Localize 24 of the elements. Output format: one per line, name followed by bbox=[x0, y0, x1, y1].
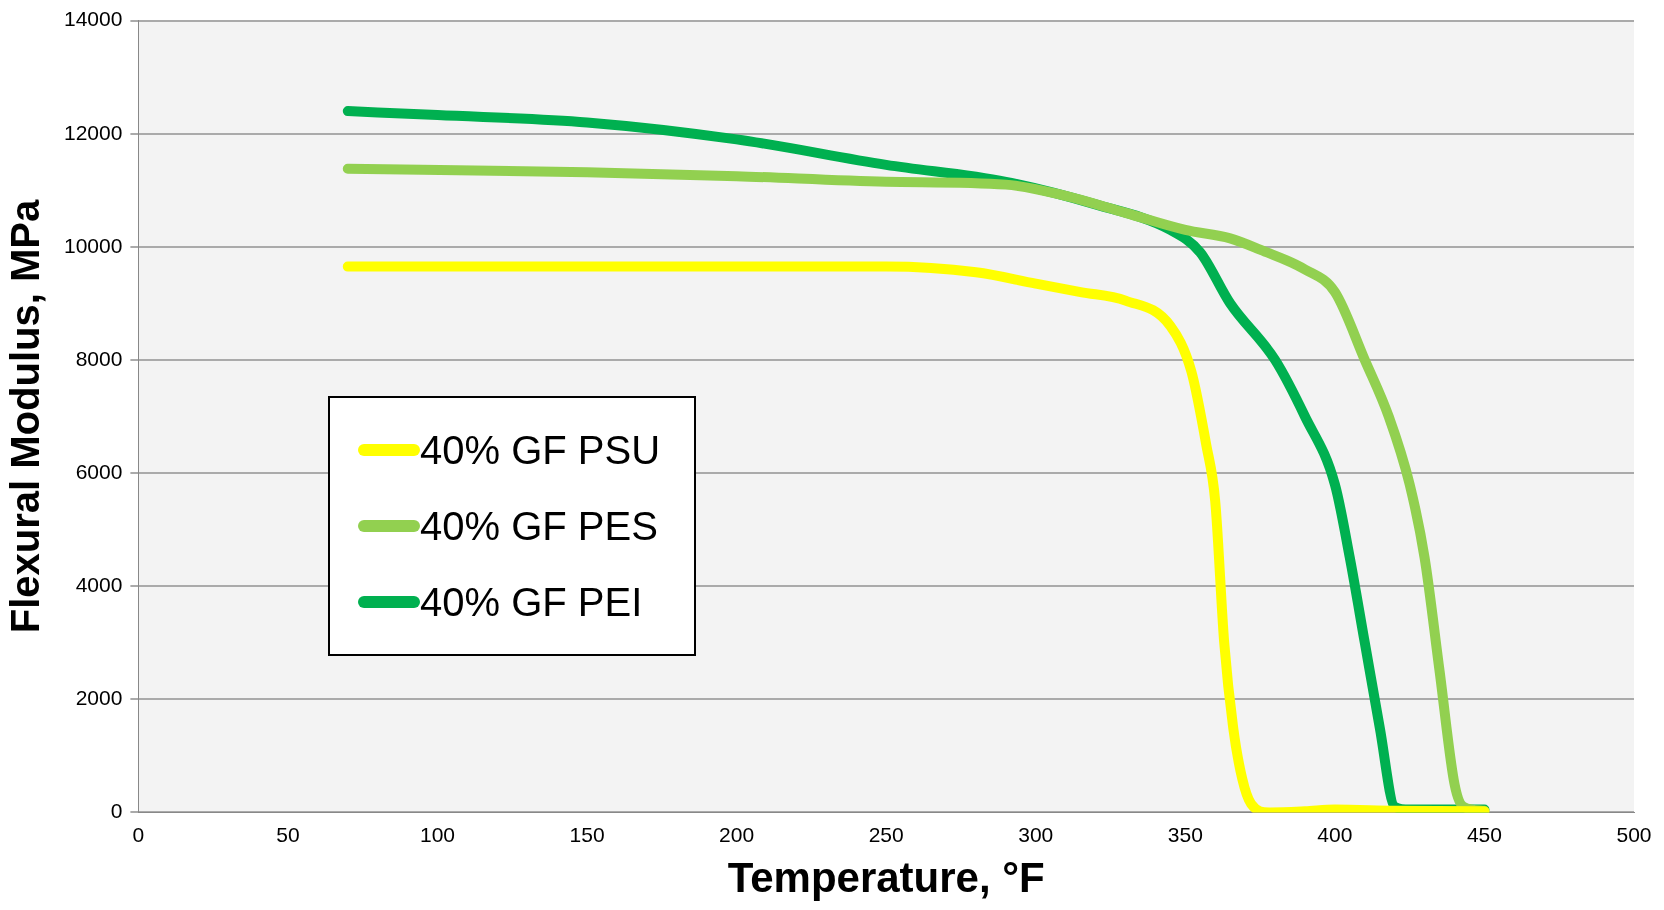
y-tick-label: 10000 bbox=[63, 233, 123, 257]
y-axis-title: Flexural Modulus, MPa bbox=[3, 199, 48, 634]
x-tick-label: 150 bbox=[569, 822, 605, 846]
legend-label: 40% GF PSU bbox=[420, 427, 661, 473]
x-tick-label: 200 bbox=[719, 822, 755, 846]
y-tick-label: 14000 bbox=[63, 7, 123, 31]
legend-label: 40% GF PES bbox=[420, 503, 658, 549]
y-tick-label: 6000 bbox=[75, 459, 123, 483]
x-tick-label: 300 bbox=[1018, 822, 1054, 846]
x-tick-label: 0 bbox=[132, 822, 145, 846]
x-tick-label: 500 bbox=[1616, 822, 1652, 846]
x-tick-label: 450 bbox=[1466, 822, 1502, 846]
x-axis-title: Temperature, °F bbox=[727, 854, 1045, 902]
y-tick-label: 0 bbox=[110, 799, 123, 823]
y-tick-label: 2000 bbox=[75, 686, 123, 710]
x-tick-label: 50 bbox=[276, 822, 300, 846]
x-tick-label: 100 bbox=[419, 822, 456, 846]
y-tick-label: 12000 bbox=[63, 120, 123, 144]
legend-label: 40% GF PEI bbox=[420, 579, 643, 625]
y-tick-label: 4000 bbox=[75, 572, 123, 596]
x-tick-label: 250 bbox=[868, 822, 904, 846]
x-tick-label: 400 bbox=[1317, 822, 1353, 846]
y-tick-label: 8000 bbox=[75, 346, 123, 370]
x-tick-label: 350 bbox=[1167, 822, 1203, 846]
